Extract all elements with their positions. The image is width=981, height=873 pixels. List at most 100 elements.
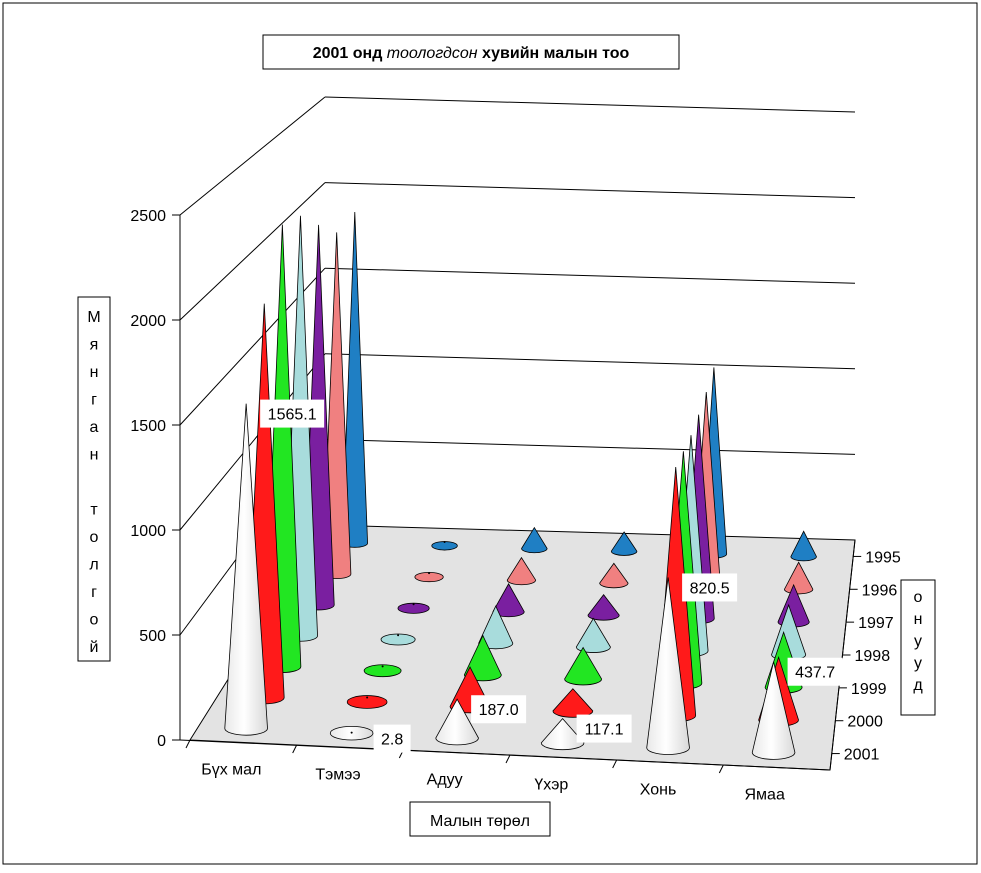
cone-bar bbox=[564, 646, 603, 686]
cone-body bbox=[610, 531, 638, 556]
cone-body bbox=[646, 577, 690, 755]
data-label: 187.0 bbox=[471, 695, 527, 724]
cone-bar bbox=[575, 617, 611, 653]
x-tick-label: Ямаа bbox=[744, 787, 784, 804]
cone-bar bbox=[751, 661, 796, 760]
axis-title-char: о bbox=[90, 529, 99, 546]
cone-base bbox=[346, 695, 388, 709]
x-axis-line bbox=[179, 739, 831, 771]
cone-body bbox=[587, 594, 620, 621]
labels: 1565.1 2.8 187.0 117.1 820.5 437.7 bbox=[260, 399, 843, 753]
axis-title-char: М bbox=[87, 309, 100, 326]
axis-title-char: у bbox=[914, 655, 922, 672]
cone-apex bbox=[412, 603, 415, 606]
axis-title-char: й bbox=[90, 639, 99, 656]
cone-body bbox=[751, 661, 796, 760]
x-tick-mark bbox=[185, 739, 191, 749]
cone-bar bbox=[599, 562, 629, 589]
title-part-2: тоологдсон bbox=[387, 45, 478, 62]
data-label: 820.5 bbox=[682, 573, 738, 602]
y-title-frame bbox=[77, 296, 111, 662]
cone-bar bbox=[329, 725, 374, 741]
axis-title-char: г bbox=[91, 392, 97, 409]
y-tick-label: 2000 bbox=[130, 313, 166, 330]
x-tick-label: Тэмээ bbox=[315, 767, 360, 784]
y-tick-label: 0 bbox=[157, 733, 166, 750]
cone-bar bbox=[540, 717, 585, 751]
cone-apex bbox=[443, 540, 446, 543]
axis-title-char: т bbox=[90, 502, 98, 519]
x-tick-label: Адуу bbox=[427, 772, 463, 789]
data-label-text: 187.0 bbox=[479, 702, 519, 719]
cone-bar bbox=[646, 577, 690, 755]
cones bbox=[224, 212, 817, 760]
cone-bar bbox=[380, 633, 416, 646]
back-gridline bbox=[324, 438, 856, 455]
axis-title-char: о bbox=[90, 612, 99, 629]
title-part-3: хувийн малын тоо bbox=[478, 45, 630, 62]
cone-apex bbox=[366, 696, 369, 699]
z-tick-label: 1995 bbox=[865, 549, 901, 566]
data-label-bg bbox=[373, 724, 411, 753]
cone-bar bbox=[224, 403, 268, 736]
data-label-text: 117.1 bbox=[585, 722, 624, 739]
back-gridline bbox=[324, 267, 856, 284]
data-label: 437.7 bbox=[787, 657, 843, 686]
data-label-text: 1565.1 bbox=[268, 407, 317, 424]
z-tick-label: 1997 bbox=[858, 615, 894, 632]
chart-title-box: 2001 онд тоологдсон хувийн малын тоо bbox=[262, 34, 680, 70]
cone-apex bbox=[350, 731, 353, 734]
x-tick-mark bbox=[292, 744, 298, 754]
cone-body bbox=[552, 688, 594, 718]
data-label: 1565.1 bbox=[260, 399, 325, 428]
x-tick-label: Үхэр bbox=[534, 777, 568, 794]
y-tick-label: 1500 bbox=[130, 418, 166, 435]
cone-body bbox=[506, 556, 537, 586]
cone-base bbox=[363, 664, 402, 678]
data-label: 117.1 bbox=[576, 714, 632, 743]
x-axis-title: Малын төрөл bbox=[430, 813, 530, 830]
cone-bar bbox=[431, 540, 458, 551]
back-gridline bbox=[324, 182, 856, 199]
cone-bar bbox=[784, 561, 814, 595]
axis-title-char: г bbox=[91, 584, 97, 601]
cone-bar bbox=[363, 664, 402, 678]
cone-body bbox=[575, 617, 611, 653]
data-label-bg bbox=[260, 399, 325, 428]
z-tick-label: 2001 bbox=[844, 747, 880, 764]
cone-body bbox=[521, 526, 548, 554]
y-tick-label: 1000 bbox=[130, 523, 166, 540]
x-tick-label: Бүх мал bbox=[201, 762, 261, 779]
chart-title: 2001 онд тоологдсон хувийн малын тоо bbox=[313, 45, 630, 62]
cone-apex bbox=[381, 665, 384, 668]
cone-bar bbox=[552, 688, 594, 718]
axis-title-char: л bbox=[89, 557, 98, 574]
side-gridline bbox=[179, 182, 326, 321]
data-label-bg bbox=[576, 714, 632, 743]
cone-body bbox=[790, 530, 817, 562]
cone-bar bbox=[346, 695, 388, 709]
axis-title-char: о bbox=[914, 589, 923, 606]
axis-title-char: н bbox=[90, 447, 99, 464]
axis-title-char: н bbox=[90, 364, 99, 381]
x-title-frame bbox=[409, 801, 551, 837]
cone-bar bbox=[506, 556, 537, 586]
y-tick-label: 500 bbox=[139, 628, 166, 645]
cone-apex bbox=[397, 634, 400, 637]
cone-bar bbox=[790, 530, 817, 562]
x-tick-mark bbox=[718, 764, 724, 774]
y-tick-label: 2500 bbox=[130, 208, 166, 225]
z-tick-label: 2000 bbox=[847, 714, 883, 731]
x-tick-mark bbox=[612, 759, 618, 769]
cone-body bbox=[224, 403, 268, 736]
back-gridline bbox=[324, 96, 856, 113]
cone-base bbox=[380, 633, 416, 646]
data-label-text: 437.7 bbox=[795, 665, 835, 682]
cone-apex bbox=[428, 572, 431, 575]
